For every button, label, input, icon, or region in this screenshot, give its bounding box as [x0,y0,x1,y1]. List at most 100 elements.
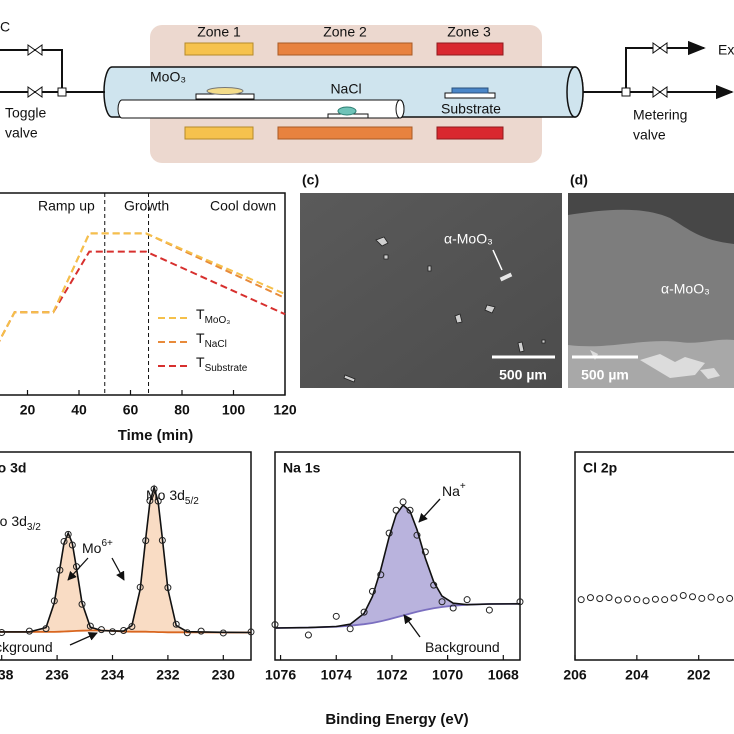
substrate-wafer [451,87,489,94]
legend-label-part: MoO₃ [205,315,231,326]
legend-label-part: NaCl [205,339,227,350]
heater [184,42,254,56]
plot-frame [574,451,734,661]
data-point [128,623,136,631]
image-label: α-MoO₃ [661,281,710,297]
annotation-arrow [111,557,125,581]
data-point [679,592,687,600]
moo3-powder [206,87,244,95]
data-point [332,612,340,620]
panel-label: (d) [570,172,588,188]
valve-label: Toggle [5,105,46,121]
data-point [449,604,457,612]
substrate-label: Substrate [441,101,501,117]
data-point [577,596,585,604]
valve-label: valve [633,127,666,143]
data-point [154,497,162,505]
data-point [421,548,429,556]
peak-annotation-part: Na [442,483,460,499]
x-tick-label: 206 [563,667,587,683]
legend-label: TNaCl [196,330,227,350]
tube-end [566,66,584,118]
data-point [633,596,641,604]
fit-line [0,484,252,634]
data-point [392,506,400,514]
data-point [56,566,64,574]
peak-area [275,505,520,628]
valve-label: Metering [633,107,687,123]
micrograph-c: (c) α-MoO₃ 500 µm [300,172,562,388]
data-point [50,597,58,605]
data-point [661,596,669,604]
data-point [516,598,524,606]
data-point [586,594,594,602]
peak-annotation-part: Mo [82,540,102,556]
peak-annotation-part: Background [0,639,53,655]
data-point [142,537,150,545]
data-point [624,595,632,603]
data-point [78,600,86,608]
data-point [304,631,312,639]
data-point [651,595,659,603]
data-point [60,537,68,545]
peak-annotation-part: 6+ [101,538,113,549]
valve-label: valve [5,125,38,141]
data-point [605,594,613,602]
legend-label-part: T [196,306,205,322]
data-point [413,531,421,539]
data-point [698,594,706,602]
data-point [346,625,354,633]
data-point [109,628,116,636]
x-axis-label: Binding Energy (eV) [325,711,468,728]
data-point [136,583,144,591]
peak-annotation: Background [0,639,53,655]
data-point [596,595,604,603]
legend-label: TMoO₃ [196,306,230,326]
x-tick-label: 1070 [432,667,463,683]
peak-annotation-part: Mo 3d [0,513,27,529]
data-point [689,593,697,601]
annotation-arrow [69,632,98,646]
salt-label: NaCl [330,81,361,97]
x-tick-label: 120 [273,402,297,418]
scale-label: 500 µm [499,367,547,383]
data-point [42,625,50,633]
data-point [614,596,622,604]
x-tick-label: 204 [625,667,649,683]
data-point [716,596,724,604]
data-point [86,622,94,630]
data-point [438,598,446,606]
data-point [146,497,154,505]
data-point [642,597,650,605]
inlet-pipe [0,49,105,93]
peak-annotation-part: Background [425,639,500,655]
heater [436,42,504,56]
x-axis-label: Time (min) [118,427,194,444]
valve [27,44,43,98]
junction [621,87,631,97]
data-point [707,593,715,601]
x-tick-label: 1072 [376,667,407,683]
phase-label: Growth [124,198,169,214]
data-point [430,581,438,589]
outlet-pipe [583,47,728,93]
peak-area [0,487,251,633]
x-tick-label: 1068 [488,667,519,683]
peak-annotation-part: 3/2 [27,522,41,533]
texture [590,350,720,379]
data-point [68,541,76,549]
heater [436,126,504,140]
legend-label-part: T [196,354,205,370]
panel-title: Cl 2p [583,460,617,476]
scale-label: 500 µm [581,367,629,383]
x-tick-label: 234 [101,667,125,683]
peak-annotation-part: Mo 3d [146,487,185,503]
valve [652,42,668,98]
temperature-line [0,232,286,342]
x-tick-label: 60 [123,402,139,418]
zone-label: Zone 3 [447,24,491,40]
flake [499,272,513,282]
legend-label-part: T [196,330,205,346]
junction [57,87,67,97]
precursor-label: MoO₃ [150,69,186,85]
